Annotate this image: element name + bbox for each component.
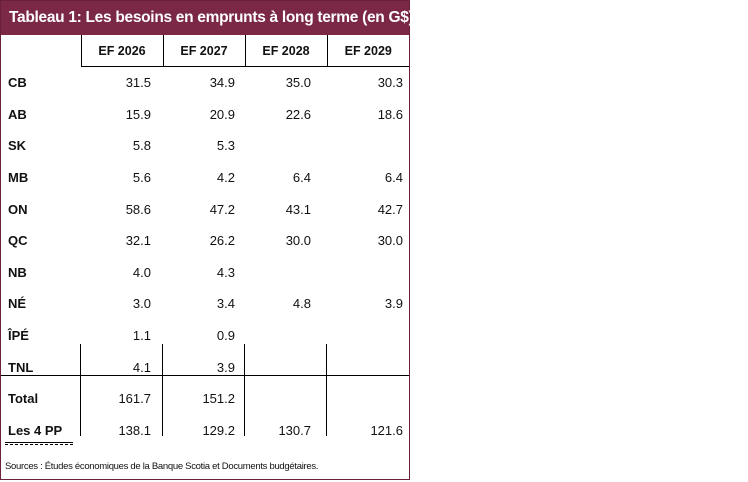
row-label: MB (8, 170, 29, 186)
value-cell: 30.3 (377, 75, 403, 91)
value-cell: 6.4 (384, 170, 403, 186)
value-cell: 5.3 (216, 138, 235, 154)
source-note: Sources : Études économiques de la Banqu… (5, 461, 319, 472)
value-cell: 151.2 (202, 391, 235, 407)
row-label: NÉ (8, 296, 27, 312)
row-label: Total (8, 391, 39, 407)
value-cell: 0.9 (216, 328, 235, 344)
value-cell (327, 351, 409, 383)
total-row: Total 161.7 151.2 (1, 383, 409, 415)
value-cell: 129.2 (202, 422, 235, 438)
value-cell: 5.8 (132, 138, 151, 154)
value-cell: 18.6 (377, 106, 403, 122)
value-cell: 138.1 (118, 422, 151, 438)
row-label: NB (8, 264, 27, 280)
totals-separator (1, 375, 409, 376)
value-cell (245, 257, 327, 289)
value-cell: 4.8 (292, 296, 311, 312)
header-row: EF 2026 EF 2027 EF 2028 EF 2029 (1, 35, 409, 67)
value-cell (245, 351, 327, 383)
value-cell (327, 320, 409, 352)
row-label: ÎPÉ (8, 328, 29, 344)
value-cell: 30.0 (285, 233, 311, 249)
value-cell: 31.5 (125, 75, 151, 91)
row-label: AB (8, 106, 27, 122)
value-cell: 3.0 (132, 296, 151, 312)
table-row: AB 15.9 20.9 22.6 18.6 (1, 99, 409, 131)
value-cell: 3.4 (216, 296, 235, 312)
value-cell: 42.7 (377, 201, 403, 217)
value-cell (327, 257, 409, 289)
column-divider (244, 344, 245, 436)
value-cell: 121.6 (370, 422, 403, 438)
column-header: EF 2026 (80, 35, 163, 67)
table-row: ON 58.6 47.2 43.1 42.7 (1, 193, 409, 225)
value-cell: 15.9 (125, 106, 151, 122)
table-row: QC 32.1 26.2 30.0 30.0 (1, 225, 409, 257)
table-row: ÎPÉ 1.1 0.9 (1, 320, 409, 352)
value-cell (327, 130, 409, 162)
value-cell (245, 320, 327, 352)
value-cell: 4.0 (132, 264, 151, 280)
value-cell: 4.3 (216, 264, 235, 280)
column-header: EF 2027 (162, 35, 245, 67)
value-cell (245, 383, 327, 415)
column-header: EF 2028 (244, 35, 327, 67)
table-row: SK 5.8 5.3 (1, 130, 409, 162)
row-label: Les 4 PP (8, 422, 63, 438)
table-row: MB 5.6 4.2 6.4 6.4 (1, 162, 409, 194)
footnote-rule (5, 442, 73, 443)
value-cell: 58.6 (125, 201, 151, 217)
table-panel: Tableau 1: Les besoins en emprunts à lon… (0, 0, 410, 480)
row-label: CB (8, 75, 27, 91)
table-title: Tableau 1: Les besoins en emprunts à lon… (1, 1, 414, 35)
borrowing-table: EF 2026 EF 2027 EF 2028 EF 2029 CB 31.5 34… (1, 35, 409, 446)
value-cell: 22.6 (285, 106, 311, 122)
value-cell: 161.7 (118, 391, 151, 407)
header-corner (1, 35, 81, 67)
value-cell: 30.0 (377, 233, 403, 249)
value-cell: 43.1 (285, 201, 311, 217)
table-row: CB 31.5 34.9 35.0 30.3 (1, 67, 409, 99)
table-row: TNL 4.1 3.9 (1, 351, 409, 383)
value-cell (327, 383, 409, 415)
value-cell: 6.4 (292, 170, 311, 186)
row-label: QC (8, 233, 28, 249)
value-cell: 26.2 (209, 233, 235, 249)
column-divider (162, 344, 163, 436)
value-cell: 3.9 (216, 359, 235, 375)
total-row: Les 4 PP 138.1 129.2 130.7 121.6 (1, 415, 409, 447)
value-cell: 1.1 (132, 328, 151, 344)
column-header: EF 2029 (326, 35, 409, 67)
value-cell: 4.1 (132, 359, 151, 375)
value-cell: 47.2 (209, 201, 235, 217)
value-cell: 5.6 (132, 170, 151, 186)
value-cell: 3.9 (384, 296, 403, 312)
value-cell (245, 130, 327, 162)
footnote-rule-dashed (5, 444, 73, 445)
value-cell: 20.9 (209, 106, 235, 122)
row-label: SK (8, 138, 27, 154)
value-cell: 4.2 (216, 170, 235, 186)
table-row: NB 4.0 4.3 (1, 257, 409, 289)
value-cell: 130.7 (278, 422, 311, 438)
value-cell: 34.9 (209, 75, 235, 91)
column-divider (80, 344, 81, 436)
row-label: ON (8, 201, 28, 217)
column-divider (326, 344, 327, 436)
row-label: TNL (8, 359, 34, 375)
value-cell: 32.1 (125, 233, 151, 249)
value-cell: 35.0 (285, 75, 311, 91)
table-row: NÉ 3.0 3.4 4.8 3.9 (1, 288, 409, 320)
